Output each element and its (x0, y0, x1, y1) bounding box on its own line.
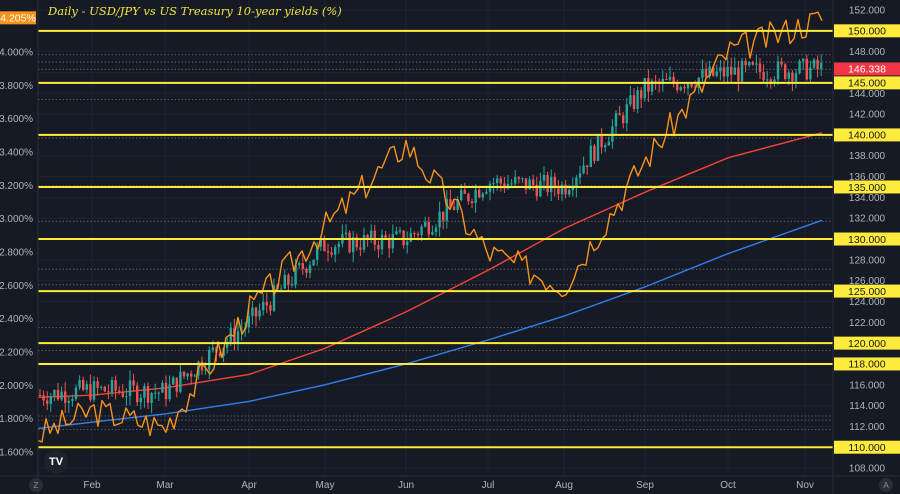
month-label: Oct (720, 480, 736, 491)
month-label: May (316, 480, 335, 491)
svg-text:2.000%: 2.000% (0, 381, 33, 392)
level-tag: 125.000 (848, 286, 886, 298)
svg-text:152.000: 152.000 (849, 6, 886, 17)
chart-title: Daily - USD/JPY vs US Treasury 10-year y… (48, 4, 342, 18)
svg-text:136.000: 136.000 (849, 172, 886, 183)
svg-text:2.400%: 2.400% (0, 314, 33, 325)
svg-text:112.000: 112.000 (849, 422, 885, 433)
svg-text:132.000: 132.000 (849, 214, 886, 225)
month-label: Apr (241, 480, 257, 491)
level-tag: 150.000 (848, 26, 886, 38)
month-label: Mar (156, 480, 174, 491)
svg-text:128.000: 128.000 (849, 255, 886, 266)
yield-line (37, 11, 823, 443)
svg-text:142.000: 142.000 (849, 110, 886, 121)
level-tag: 145.000 (848, 78, 886, 90)
svg-text:3.400%: 3.400% (0, 148, 33, 159)
month-label: Nov (796, 480, 814, 491)
left-price-axis[interactable]: 4.000% 3.800% 3.600% 3.400% 3.200% 3.000% 2.80… (0, 11, 36, 459)
svg-text:114.000: 114.000 (849, 401, 885, 412)
right-price-axis[interactable]: 152.000 148.000 144.000 142.000 138.000 136.0… (834, 6, 900, 475)
svg-text:4.000%: 4.000% (0, 48, 33, 59)
level-tag: 140.000 (848, 130, 886, 142)
svg-text:1.800%: 1.800% (0, 414, 33, 425)
svg-text:2.200%: 2.200% (0, 348, 33, 359)
month-label: Feb (83, 480, 101, 491)
level-tag: 118.000 (848, 359, 885, 371)
svg-text:126.000: 126.000 (849, 276, 886, 287)
zoom-reset-button[interactable]: Z (29, 478, 43, 492)
current-price-tag: 146.338 (848, 64, 886, 76)
horizontal-levels[interactable]: 150.000 145.000 140.000 135.000 130.000 125.0… (38, 24, 900, 454)
month-label: Jun (398, 480, 414, 491)
svg-text:3.600%: 3.600% (0, 114, 33, 125)
svg-text:122.000: 122.000 (849, 318, 886, 329)
svg-text:138.000: 138.000 (849, 151, 886, 162)
svg-text:124.000: 124.000 (849, 297, 886, 308)
time-axis[interactable]: Feb Mar Apr May Jun Jul Aug Sep Oct Nov (83, 480, 814, 491)
svg-text:3.000%: 3.000% (0, 214, 33, 225)
svg-text:1.600%: 1.600% (0, 448, 33, 459)
svg-text:2.800%: 2.800% (0, 248, 33, 259)
month-label: Sep (636, 480, 654, 491)
level-tag: 120.000 (848, 338, 886, 350)
svg-text:144.000: 144.000 (849, 89, 886, 100)
month-label: Aug (555, 480, 573, 491)
svg-text:148.000: 148.000 (849, 47, 886, 58)
svg-text:134.000: 134.000 (849, 193, 886, 204)
level-tag: 110.000 (848, 442, 885, 454)
svg-text:116.000: 116.000 (849, 380, 885, 391)
auto-scale-button[interactable]: A (879, 478, 893, 492)
level-tag: 135.000 (848, 182, 886, 194)
svg-text:3.200%: 3.200% (0, 181, 33, 192)
svg-text:108.000: 108.000 (849, 464, 886, 475)
level-tag: 130.000 (848, 234, 886, 246)
month-label: Jul (482, 480, 495, 491)
svg-text:2.600%: 2.600% (0, 281, 33, 292)
svg-text:3.800%: 3.800% (0, 81, 33, 92)
current-yield-tag: 4.205% (0, 13, 36, 25)
dotted-levels (38, 54, 833, 430)
tradingview-logo[interactable]: TV (44, 450, 68, 474)
